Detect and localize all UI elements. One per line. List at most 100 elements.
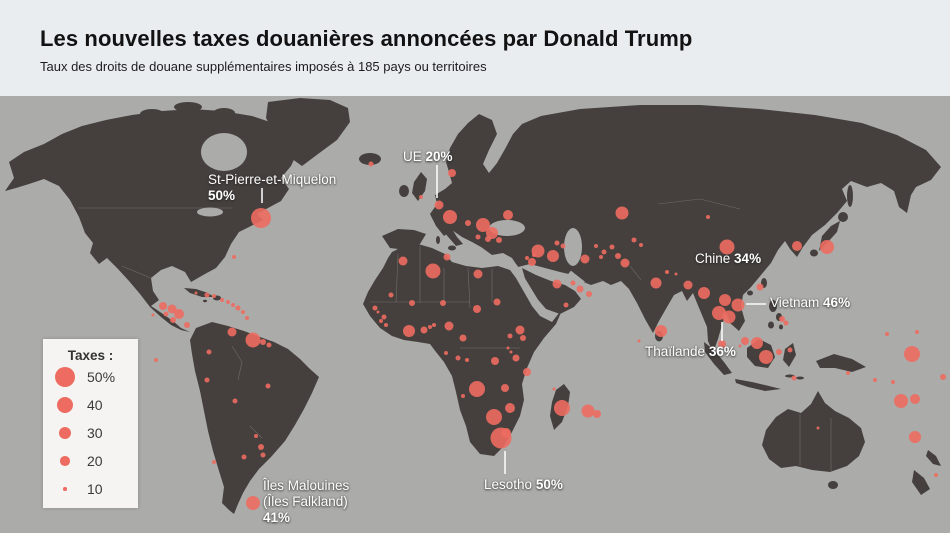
tariff-bubble bbox=[232, 255, 236, 259]
tariff-bubble bbox=[444, 351, 448, 355]
landmass-africa bbox=[363, 244, 563, 456]
tariff-bubble bbox=[741, 337, 749, 345]
tariff-bubble bbox=[776, 349, 782, 355]
tariff-bubble bbox=[461, 394, 465, 398]
tariff-bubble bbox=[204, 292, 210, 298]
tariff-bubble bbox=[620, 258, 630, 268]
tariff-bubble bbox=[940, 374, 946, 380]
tariff-bubble bbox=[465, 358, 469, 362]
tariff-bubble bbox=[381, 314, 387, 320]
tariff-bubble bbox=[594, 244, 598, 248]
tariff-bubble bbox=[194, 291, 198, 295]
island-tasmania bbox=[828, 481, 838, 489]
tariff-bubble bbox=[552, 279, 562, 289]
tariff-bubble bbox=[384, 323, 388, 327]
tariff-bubble bbox=[783, 320, 789, 326]
tariff-bubble bbox=[891, 380, 895, 384]
tariff-bubble bbox=[756, 283, 764, 291]
tariff-bubble bbox=[212, 294, 216, 298]
legend-dot-column bbox=[43, 456, 87, 466]
tariff-bubble bbox=[403, 325, 415, 337]
island-cuba bbox=[184, 288, 214, 297]
tariff-bubble bbox=[476, 218, 490, 232]
tariff-bubble bbox=[738, 344, 742, 348]
tariff-bubble bbox=[420, 326, 428, 334]
arctic-island bbox=[140, 109, 164, 119]
tariff-bubble bbox=[491, 357, 499, 365]
tariff-bubble bbox=[609, 244, 615, 250]
tariff-bubble bbox=[706, 215, 710, 219]
tariff-bubble bbox=[528, 258, 536, 266]
tariff-bubble bbox=[486, 409, 502, 425]
page-subtitle: Taux des droits de douane supplémentaire… bbox=[40, 59, 487, 74]
tariff-bubble bbox=[719, 239, 735, 255]
island-ireland bbox=[399, 185, 409, 197]
legend-dot-column bbox=[43, 397, 87, 413]
island-new-zealand-south bbox=[912, 470, 930, 495]
tariff-bubble bbox=[593, 410, 601, 418]
tariff-bubble bbox=[779, 316, 785, 322]
tariff-bubble bbox=[731, 298, 745, 312]
tariff-bubble bbox=[580, 254, 590, 264]
tariff-bubble bbox=[525, 256, 529, 260]
header: Les nouvelles taxes douanières annoncées… bbox=[0, 0, 950, 96]
tariff-bubble bbox=[615, 253, 621, 259]
tariff-bubble bbox=[637, 339, 641, 343]
tariff-bubble bbox=[419, 195, 423, 199]
island-sakhalin bbox=[847, 185, 853, 207]
island-java bbox=[735, 379, 781, 391]
legend-dot-column bbox=[43, 367, 87, 387]
tariff-bubble bbox=[581, 404, 595, 418]
tariff-bubble bbox=[915, 330, 919, 334]
tariff-bubble bbox=[469, 381, 485, 397]
tariff-bubble bbox=[473, 269, 483, 279]
island-philippines bbox=[768, 321, 774, 329]
legend-label: 40 bbox=[87, 397, 103, 413]
legend-item: 30 bbox=[43, 419, 138, 447]
tariff-bubble bbox=[674, 272, 678, 276]
page-title: Les nouvelles taxes douanières annoncées… bbox=[40, 26, 693, 51]
landmass-greenland bbox=[266, 98, 350, 166]
tariff-bubble bbox=[816, 426, 820, 430]
island-hainan bbox=[747, 290, 753, 296]
legend-rows: 50% 40 30 20 10 bbox=[43, 363, 138, 503]
red-sea bbox=[511, 264, 545, 314]
island-sulawesi bbox=[783, 343, 796, 367]
tariff-bubble bbox=[501, 428, 511, 438]
tariff-bubble bbox=[266, 342, 272, 348]
tariff-bubble bbox=[220, 298, 224, 302]
tariff-bubble bbox=[235, 305, 241, 311]
tariff-bubble bbox=[260, 452, 266, 458]
tariff-bubble bbox=[443, 210, 457, 224]
tariff-bubble bbox=[515, 325, 525, 335]
landmasses bbox=[5, 98, 941, 514]
tariff-bubble bbox=[486, 227, 498, 239]
legend-label: 20 bbox=[87, 453, 103, 469]
caspian-sea bbox=[564, 228, 582, 266]
tariff-bubble bbox=[251, 208, 271, 228]
arctic-island bbox=[213, 108, 235, 118]
tariff-bubble bbox=[532, 253, 536, 257]
tariff-bubble bbox=[639, 243, 643, 247]
tariff-bubble bbox=[683, 280, 693, 290]
tariff-bubble bbox=[159, 302, 167, 310]
great-lakes bbox=[197, 207, 223, 217]
legend-label: 30 bbox=[87, 425, 103, 441]
tariff-bubble bbox=[245, 316, 249, 320]
tariff-bubble bbox=[631, 237, 637, 243]
country-borders bbox=[78, 198, 832, 471]
landmass-arabia bbox=[522, 268, 581, 314]
tariff-bubble bbox=[846, 371, 850, 375]
tariff-bubble bbox=[485, 236, 491, 242]
tariff-bubble bbox=[473, 305, 481, 313]
legend-label: 10 bbox=[87, 481, 103, 497]
island-new-zealand-north bbox=[926, 450, 941, 466]
landmass-australia bbox=[762, 391, 865, 472]
tariff-bubble bbox=[227, 327, 237, 337]
tariff-bubble bbox=[184, 322, 190, 328]
tariff-bubble bbox=[260, 339, 266, 345]
tariff-bubbles bbox=[151, 161, 946, 510]
tariff-bubble bbox=[174, 309, 184, 319]
island-sardinia bbox=[436, 236, 440, 244]
tariff-bubble bbox=[601, 249, 607, 255]
